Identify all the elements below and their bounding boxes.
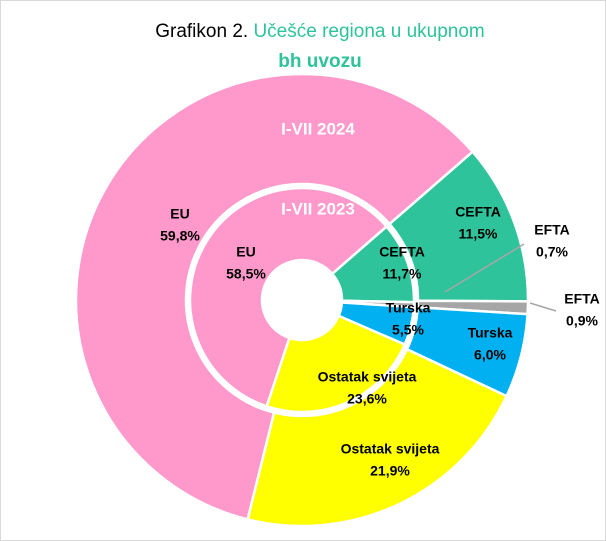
slice-label-value: 23,6% [347,391,387,407]
slice-label-value: 59,8% [160,228,200,244]
slice-label-value: 0,9% [566,313,598,329]
slice-label-name: EFTA [564,291,600,307]
title-prefix: Grafikon 2. [155,21,248,42]
chart-title: Grafikon 2. Učešće regiona u ukupnom [155,21,485,42]
slice-label-value: 5,5% [392,322,424,338]
slice-label-name: Turska [386,300,431,316]
slice-label-name: EFTA [534,222,570,238]
leader-line [529,302,557,312]
slice [74,72,475,521]
slice-label-name: EU [170,206,189,222]
slice-label-value: 11,7% [383,266,422,282]
title-main: Učešće regiona u ukupnom [253,21,484,42]
slice-label-name: CEFTA [455,204,501,220]
slice [188,186,389,408]
slice-label-value: 6,0% [474,347,506,363]
slice-label-name: Turska [468,325,513,341]
slice-label-value: 58,5% [226,266,266,282]
title-line2: bh uvozu [278,51,361,72]
slice-label-name: EU [236,244,255,260]
leader-line [444,243,525,293]
slice-label-name: Ostatak svijeta [341,441,440,457]
slice [246,347,509,528]
series-label: I-VII 2023 [281,199,355,218]
slice-label-name: Ostatak svijeta [318,369,417,385]
slice-label-value: 11,5% [459,226,498,242]
slice-label-value: 21,9% [370,463,410,479]
slice-label-value: 0,7% [536,244,568,260]
slice [265,314,407,414]
series-label: I-VII 2024 [281,119,355,138]
slice-label-name: CEFTA [379,244,425,260]
